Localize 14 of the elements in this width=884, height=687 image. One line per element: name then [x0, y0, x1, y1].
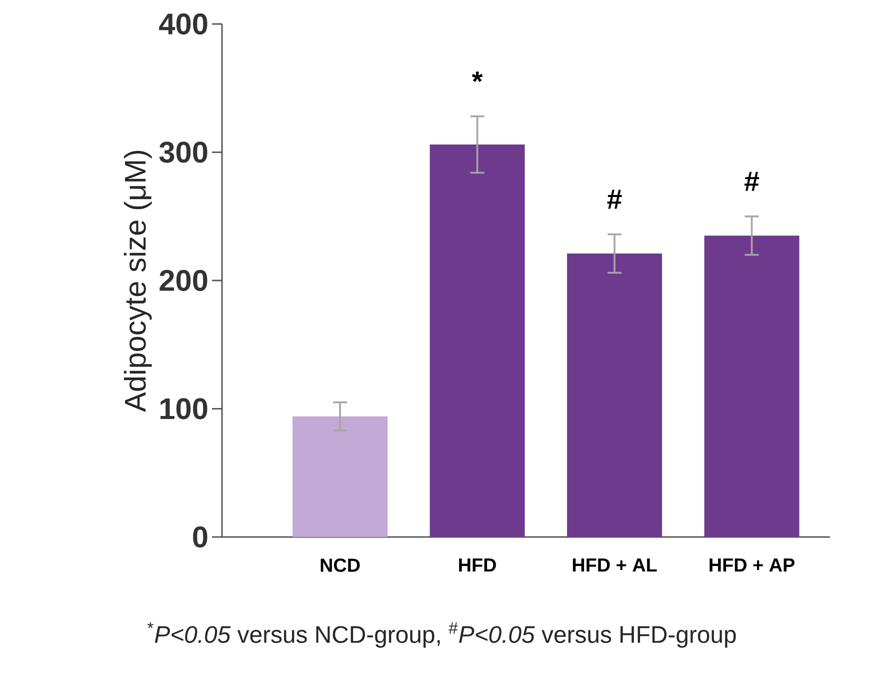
x-tick-label: HFD + AP — [710, 558, 794, 572]
y-tick-label: 300 — [159, 142, 208, 163]
x-tick-label: HFD + AL — [572, 558, 657, 572]
data-label: # — [744, 172, 760, 191]
data-label: # — [607, 190, 622, 209]
y-tick-label: 0 — [193, 526, 208, 548]
x-tick-label: HFD — [459, 558, 496, 572]
x-tick-label: NCD — [320, 558, 360, 572]
data-label: * — [472, 72, 483, 82]
y-tick-label: 200 — [160, 270, 208, 292]
text: $^{*}$P<0.05 versus NCD-group, $^{#}$P<0.05 versus HFD-group — [147, 622, 736, 648]
y-tick-label: 400 — [159, 13, 208, 35]
y-tick-label: 100 — [160, 398, 208, 420]
y-axis-title: Adipocyte size (μM) — [124, 150, 152, 412]
